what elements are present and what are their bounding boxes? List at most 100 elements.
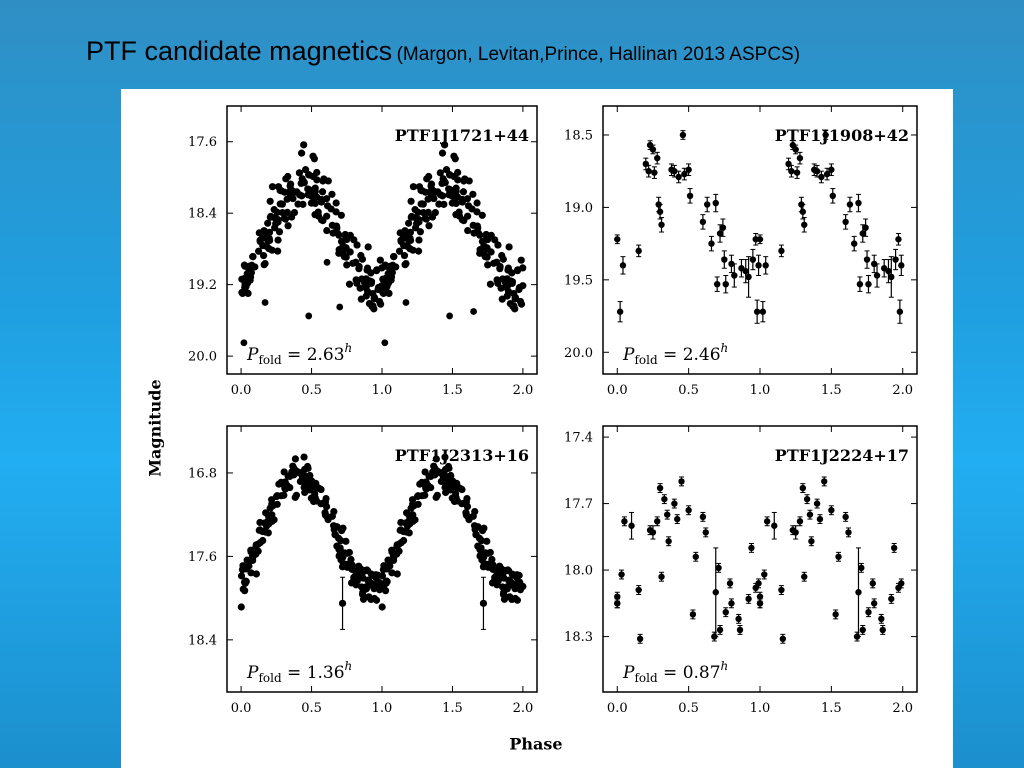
data-point	[237, 603, 245, 611]
data-point	[446, 312, 454, 320]
data-point	[406, 520, 414, 528]
data-point	[855, 199, 862, 207]
data-point	[437, 469, 446, 477]
data-point	[440, 178, 449, 186]
data-point	[320, 175, 328, 183]
data-point	[726, 580, 734, 587]
data-point	[353, 241, 361, 249]
data-point	[425, 172, 433, 181]
data-point	[297, 149, 306, 157]
data-point	[762, 262, 769, 269]
data-point	[238, 289, 247, 298]
data-point	[357, 295, 365, 303]
data-point	[792, 146, 799, 153]
data-point	[378, 603, 386, 611]
data-point	[430, 462, 438, 470]
x-tick-label: 0.5	[678, 701, 699, 716]
period-annotation: Pfold = 0.87h	[622, 659, 728, 685]
data-point	[865, 280, 872, 288]
data-point	[679, 131, 687, 139]
data-point	[381, 339, 389, 347]
data-point	[254, 247, 263, 255]
data-point	[486, 548, 494, 557]
data-point	[621, 518, 628, 525]
x-tick-label: 1.0	[750, 701, 771, 716]
data-point	[306, 190, 314, 198]
data-point	[460, 217, 468, 225]
data-point	[342, 537, 350, 545]
data-point	[241, 280, 249, 289]
data-point	[243, 556, 251, 564]
data-point	[859, 626, 866, 634]
data-point	[356, 284, 364, 292]
data-point	[649, 146, 657, 153]
data-point	[464, 202, 473, 210]
data-point	[491, 236, 499, 244]
data-point	[402, 259, 410, 268]
data-point	[873, 272, 881, 279]
data-point	[458, 485, 466, 494]
data-point	[488, 579, 497, 587]
data-point	[313, 168, 321, 177]
panel-title: PTF1J2224+17	[775, 446, 909, 465]
data-point	[274, 183, 283, 191]
data-point	[823, 170, 831, 178]
data-point	[303, 476, 311, 484]
data-point	[719, 224, 727, 231]
data-point	[291, 493, 299, 501]
data-point	[397, 237, 405, 246]
data-point	[399, 527, 407, 536]
data-point	[425, 222, 433, 230]
data-point	[270, 206, 278, 214]
data-point	[692, 553, 699, 560]
data-point	[702, 529, 709, 536]
data-point	[856, 280, 864, 288]
data-point	[358, 275, 366, 283]
data-point	[369, 289, 377, 298]
data-point	[336, 303, 344, 311]
data-point	[863, 256, 871, 263]
data-point	[713, 280, 721, 288]
data-point	[375, 578, 383, 586]
period-annotation: Pfold = 2.46h	[622, 341, 728, 367]
data-point	[411, 206, 419, 214]
data-point	[475, 534, 484, 542]
x-tick-label: 1.5	[442, 701, 463, 716]
data-point	[287, 213, 296, 221]
data-point	[309, 152, 317, 160]
data-point	[364, 567, 372, 575]
data-point	[712, 199, 719, 207]
x-tick-label: 1.5	[442, 383, 463, 398]
data-point	[323, 226, 331, 235]
y-tick-label: 19.5	[564, 273, 593, 288]
data-point	[444, 462, 453, 471]
data-point	[350, 236, 358, 244]
data-point	[403, 234, 411, 242]
data-point	[756, 593, 764, 600]
data-point	[658, 573, 665, 580]
data-point	[400, 251, 409, 260]
data-point	[493, 258, 501, 266]
data-point	[480, 524, 488, 532]
data-point	[463, 494, 471, 503]
data-point	[397, 518, 405, 527]
data-point	[499, 255, 507, 263]
data-point	[454, 168, 462, 177]
data-point	[749, 256, 757, 263]
data-point	[888, 273, 895, 281]
x-tick-label: 2.0	[513, 701, 534, 716]
y-tick-label: 19.0	[564, 201, 593, 216]
data-point	[721, 256, 728, 263]
period-annotation: Pfold = 1.36h	[246, 659, 352, 685]
data-point	[237, 572, 246, 580]
data-point	[645, 167, 652, 175]
data-point	[276, 200, 284, 208]
data-point	[459, 188, 468, 196]
data-point	[402, 299, 410, 306]
data-point	[289, 462, 297, 470]
data-point	[420, 480, 428, 488]
data-point	[799, 484, 807, 492]
data-point	[504, 567, 513, 575]
data-point	[452, 483, 460, 492]
data-point	[512, 573, 521, 581]
